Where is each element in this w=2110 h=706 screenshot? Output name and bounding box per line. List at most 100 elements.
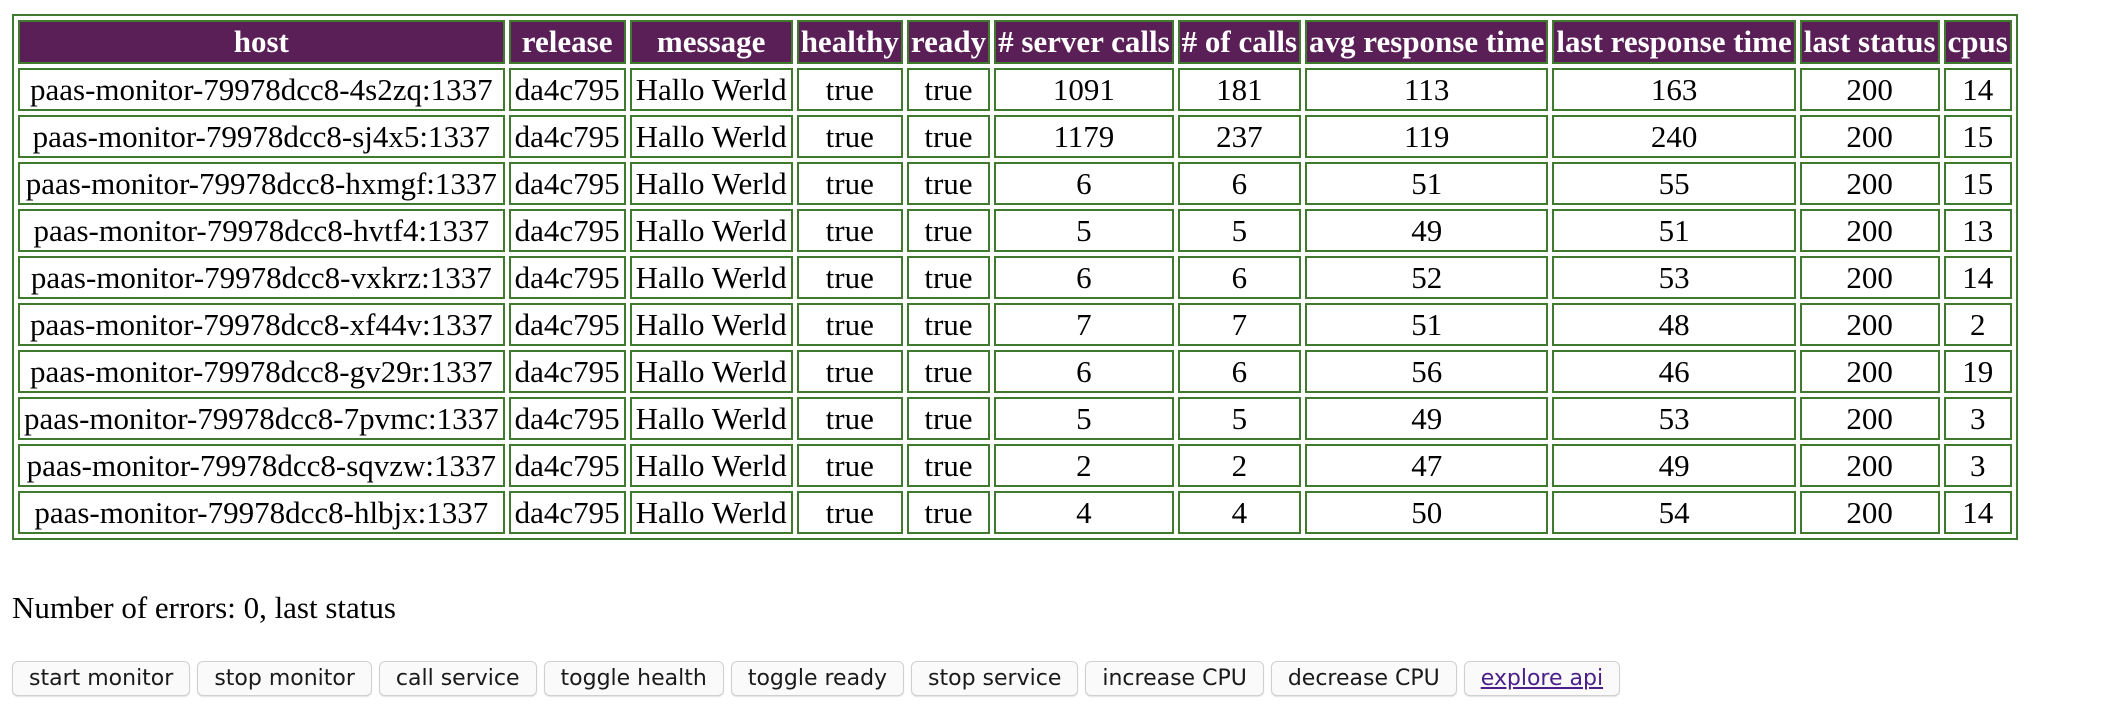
col-server-calls: # server calls — [994, 20, 1174, 64]
cell-avg-response-time: 56 — [1305, 350, 1549, 393]
table-row: paas-monitor-79978dcc8-sj4x5:1337 da4c795… — [18, 115, 2012, 158]
cell-host: paas-monitor-79978dcc8-sj4x5:1337 — [18, 115, 505, 158]
cell-release: da4c795 — [508, 256, 626, 299]
cell-last-status: 200 — [1799, 115, 1940, 158]
col-ready: ready — [906, 20, 991, 64]
toggle-health-button[interactable]: toggle health — [543, 661, 724, 696]
cell-ready: true — [906, 115, 991, 158]
cell-host: paas-monitor-79978dcc8-7pvmc:1337 — [18, 397, 505, 440]
cell-healthy: true — [796, 303, 903, 346]
cell-ready: true — [906, 491, 991, 534]
cell-last-response-time: 240 — [1552, 115, 1796, 158]
cell-calls: 5 — [1177, 209, 1302, 252]
cell-cpus: 15 — [1943, 115, 2012, 158]
cell-healthy: true — [796, 256, 903, 299]
cell-last-response-time: 163 — [1552, 68, 1796, 111]
col-release: release — [508, 20, 626, 64]
cell-cpus: 14 — [1943, 256, 2012, 299]
cell-last-response-time: 46 — [1552, 350, 1796, 393]
cell-server-calls: 1091 — [994, 68, 1174, 111]
error-summary: Number of errors: 0, last status — [12, 588, 396, 628]
table-body: paas-monitor-79978dcc8-4s2zq:1337 da4c795… — [18, 68, 2012, 534]
cell-message: Hallo Werld — [629, 209, 793, 252]
cell-message: Hallo Werld — [629, 68, 793, 111]
decrease-cpu-button[interactable]: decrease CPU — [1270, 661, 1457, 696]
cell-healthy: true — [796, 444, 903, 487]
table-row: paas-monitor-79978dcc8-hxmgf:1337 da4c795… — [18, 162, 2012, 205]
toggle-ready-button[interactable]: toggle ready — [730, 661, 905, 696]
cell-release: da4c795 — [508, 350, 626, 393]
cell-server-calls: 5 — [994, 209, 1174, 252]
cell-avg-response-time: 51 — [1305, 162, 1549, 205]
cell-release: da4c795 — [508, 444, 626, 487]
cell-host: paas-monitor-79978dcc8-xf44v:1337 — [18, 303, 505, 346]
cell-avg-response-time: 51 — [1305, 303, 1549, 346]
col-host: host — [18, 20, 505, 64]
increase-cpu-button[interactable]: increase CPU — [1085, 661, 1264, 696]
col-last-status: last status — [1799, 20, 1940, 64]
cell-server-calls: 1179 — [994, 115, 1174, 158]
table-row: paas-monitor-79978dcc8-7pvmc:1337 da4c795… — [18, 397, 2012, 440]
error-label: Number of errors: — [12, 590, 244, 625]
cell-last-status: 200 — [1799, 303, 1940, 346]
cell-healthy: true — [796, 209, 903, 252]
call-service-button[interactable]: call service — [378, 661, 537, 696]
cell-release: da4c795 — [508, 303, 626, 346]
cell-healthy: true — [796, 115, 903, 158]
cell-avg-response-time: 49 — [1305, 209, 1549, 252]
cell-calls: 7 — [1177, 303, 1302, 346]
cell-message: Hallo Werld — [629, 115, 793, 158]
cell-ready: true — [906, 350, 991, 393]
cell-ready: true — [906, 68, 991, 111]
cell-release: da4c795 — [508, 209, 626, 252]
table-row: paas-monitor-79978dcc8-sqvzw:1337 da4c795… — [18, 444, 2012, 487]
cell-server-calls: 6 — [994, 162, 1174, 205]
cell-message: Hallo Werld — [629, 162, 793, 205]
cell-release: da4c795 — [508, 115, 626, 158]
cell-host: paas-monitor-79978dcc8-hlbjx:1337 — [18, 491, 505, 534]
cell-healthy: true — [796, 68, 903, 111]
cell-host: paas-monitor-79978dcc8-hxmgf:1337 — [18, 162, 505, 205]
col-healthy: healthy — [796, 20, 903, 64]
cell-healthy: true — [796, 350, 903, 393]
start-monitor-button[interactable]: start monitor — [12, 661, 191, 696]
cell-avg-response-time: 50 — [1305, 491, 1549, 534]
cell-last-response-time: 49 — [1552, 444, 1796, 487]
cell-cpus: 3 — [1943, 444, 2012, 487]
table-row: paas-monitor-79978dcc8-4s2zq:1337 da4c795… — [18, 68, 2012, 111]
cell-calls: 2 — [1177, 444, 1302, 487]
cell-last-response-time: 55 — [1552, 162, 1796, 205]
cell-cpus: 3 — [1943, 397, 2012, 440]
cell-host: paas-monitor-79978dcc8-4s2zq:1337 — [18, 68, 505, 111]
cell-cpus: 15 — [1943, 162, 2012, 205]
cell-calls: 6 — [1177, 162, 1302, 205]
explore-api-link[interactable]: explore api — [1463, 661, 1621, 696]
stop-monitor-button[interactable]: stop monitor — [197, 661, 372, 696]
cell-ready: true — [906, 444, 991, 487]
cell-release: da4c795 — [508, 491, 626, 534]
cell-avg-response-time: 49 — [1305, 397, 1549, 440]
cell-ready: true — [906, 162, 991, 205]
cell-avg-response-time: 47 — [1305, 444, 1549, 487]
cell-last-status: 200 — [1799, 444, 1940, 487]
cell-last-response-time: 53 — [1552, 256, 1796, 299]
cell-cpus: 19 — [1943, 350, 2012, 393]
cell-calls: 5 — [1177, 397, 1302, 440]
cell-release: da4c795 — [508, 162, 626, 205]
cell-cpus: 2 — [1943, 303, 2012, 346]
cell-last-status: 200 — [1799, 256, 1940, 299]
cell-healthy: true — [796, 397, 903, 440]
cell-message: Hallo Werld — [629, 350, 793, 393]
table-row: paas-monitor-79978dcc8-hlbjx:1337 da4c795… — [18, 491, 2012, 534]
stop-service-button[interactable]: stop service — [911, 661, 1079, 696]
cell-server-calls: 2 — [994, 444, 1174, 487]
cell-ready: true — [906, 397, 991, 440]
cell-ready: true — [906, 256, 991, 299]
cell-release: da4c795 — [508, 68, 626, 111]
cell-message: Hallo Werld — [629, 397, 793, 440]
table-header: host release message healthy ready # ser… — [18, 20, 2012, 64]
cell-avg-response-time: 119 — [1305, 115, 1549, 158]
cell-last-status: 200 — [1799, 491, 1940, 534]
action-bar: start monitor stop monitor call service … — [12, 661, 1621, 696]
status-table: host release message healthy ready # ser… — [12, 14, 2018, 540]
